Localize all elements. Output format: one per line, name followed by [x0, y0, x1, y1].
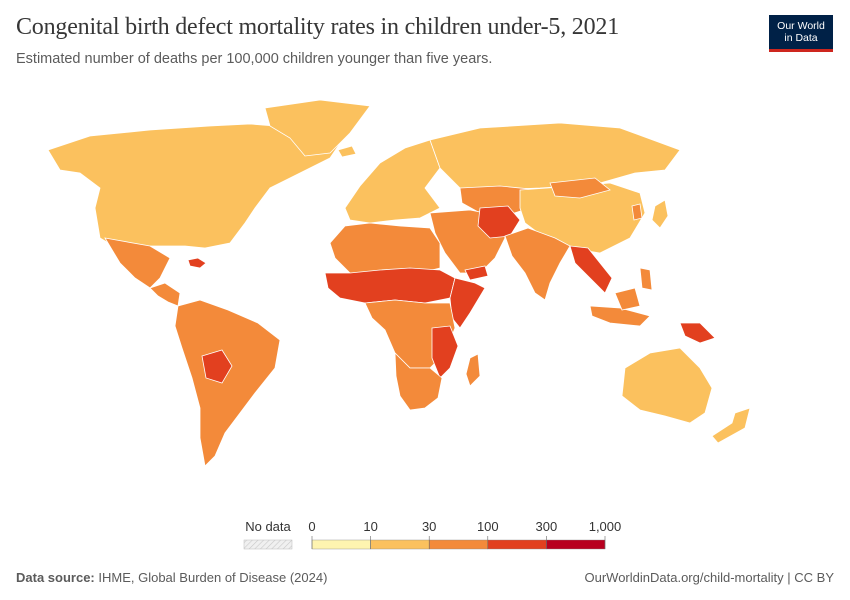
legend-bin-0[interactable]	[311, 539, 371, 550]
chart-title: Congenital birth defect mortality rates …	[16, 14, 620, 40]
region-east-africa[interactable]	[431, 325, 459, 379]
region-yemen[interactable]	[464, 265, 489, 281]
region-new-zealand[interactable]	[711, 407, 751, 444]
region-sahel[interactable]	[324, 267, 456, 304]
world-map	[47, 99, 751, 467]
legend-tick-label: 300	[536, 519, 558, 534]
logo-line-1: Our World	[777, 20, 825, 32]
region-europe[interactable]	[344, 139, 441, 224]
region-russia[interactable]	[429, 122, 681, 191]
legend-tick-label: 1,000	[589, 519, 622, 534]
region-central-america[interactable]	[149, 282, 181, 307]
region-greenland[interactable]	[264, 99, 371, 157]
region-south-asia[interactable]	[504, 227, 571, 301]
legend-ticks: 0 10 30 100 300 1,000	[308, 519, 621, 549]
legend-no-data-swatch	[243, 539, 293, 550]
region-borneo[interactable]	[614, 287, 641, 311]
legend-bins	[311, 539, 606, 550]
region-bolivia[interactable]	[201, 349, 233, 384]
legend-bin-1[interactable]	[370, 539, 430, 550]
region-south-america[interactable]	[174, 299, 281, 467]
region-myanmar-indochina[interactable]	[569, 245, 613, 294]
region-madagascar[interactable]	[465, 353, 481, 387]
region-papua-new-guinea[interactable]	[679, 322, 716, 344]
legend-bin-3[interactable]	[487, 539, 547, 550]
logo-line-2: in Data	[784, 32, 818, 44]
region-horn-of-africa[interactable]	[449, 277, 486, 329]
region-southern-africa[interactable]	[394, 351, 443, 411]
region-korea[interactable]	[631, 203, 643, 221]
legend-tick-label: 10	[363, 519, 377, 534]
region-australia[interactable]	[621, 347, 713, 424]
region-north-africa[interactable]	[329, 222, 441, 274]
region-caribbean[interactable]	[187, 257, 207, 269]
region-philippines[interactable]	[639, 267, 653, 291]
source-url-link[interactable]: OurWorldinData.org/child-mortality | CC …	[584, 570, 835, 585]
owid-logo[interactable]: Our World in Data	[769, 15, 833, 52]
legend-bin-2[interactable]	[429, 539, 489, 550]
data-source-label: Data source:	[16, 570, 95, 585]
region-mexico[interactable]	[104, 237, 171, 289]
region-iceland[interactable]	[337, 145, 357, 158]
chart-subtitle: Estimated number of deaths per 100,000 c…	[16, 51, 493, 67]
region-china[interactable]	[519, 182, 646, 254]
legend-tick-label: 0	[308, 519, 315, 534]
legend-no-data-label: No data	[245, 519, 291, 534]
legend-tick-label: 30	[422, 519, 436, 534]
region-mongolia[interactable]	[549, 177, 611, 199]
region-japan[interactable]	[651, 199, 669, 229]
region-canada-usa[interactable]	[47, 123, 346, 251]
data-source-text: IHME, Global Burden of Disease (2024)	[98, 570, 328, 585]
legend-tick-label: 100	[477, 519, 499, 534]
data-source: Data source: IHME, Global Burden of Dise…	[16, 570, 327, 585]
region-indonesia[interactable]	[589, 305, 651, 327]
legend-bin-4[interactable]	[546, 539, 606, 550]
